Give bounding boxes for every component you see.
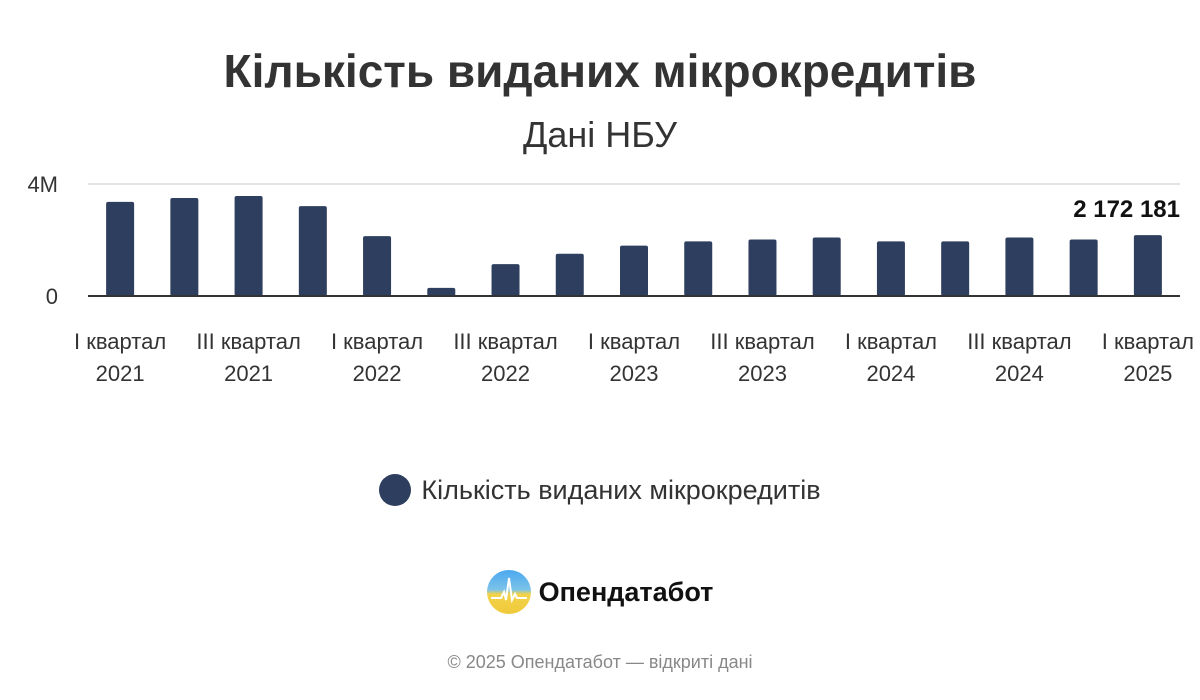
y-tick-label: 0: [46, 284, 58, 309]
y-tick-label: 4M: [27, 172, 58, 197]
bar: III квартал 2021: [234, 196, 263, 296]
x-tick-label: I квартал 2022: [330, 329, 424, 386]
bar: II квартал 2022: [427, 287, 456, 296]
bar: IV квартал 2021: [298, 206, 327, 296]
bar: II квартал 2021: [170, 198, 199, 296]
bar: IV квартал 2022: [555, 253, 584, 296]
bar: III квартал 2024: [1005, 237, 1034, 296]
bar: II квартал 2023: [684, 241, 713, 296]
legend[interactable]: Кількість виданих мікрокредитів: [0, 474, 1200, 506]
x-tick-label: III квартал 2022: [453, 329, 558, 386]
bar: I квартал 2022: [363, 236, 392, 296]
brand: Опендатабот: [0, 570, 1200, 614]
bar: III квартал 2023: [748, 239, 777, 296]
x-tick-label: I квартал 2024: [844, 329, 938, 386]
bar-chart: 0 4M I квартал 2021 II квартал 2021 III квар…: [27, 172, 1180, 309]
bar: IV квартал 2023: [812, 237, 841, 296]
legend-label: Кількість виданих мікрокредитів: [421, 474, 821, 505]
x-tick-label: I квартал 2025: [1101, 329, 1194, 386]
bar: I квартал 2025: [1133, 235, 1162, 296]
x-tick-label: III квартал 2021: [196, 329, 301, 386]
chart-subtitle: Дані НБУ: [523, 114, 677, 155]
bar: III квартал 2022: [491, 264, 520, 296]
opendatabot-logo-icon: [486, 570, 531, 614]
x-tick-label: III квартал 2023: [710, 329, 815, 386]
footer-copyright: © 2025 Опендатабот — відкриті дані: [447, 652, 753, 672]
x-tick-label: I квартал 2021: [74, 329, 167, 386]
bar: I квартал 2021: [106, 201, 135, 296]
chart-title: Кількість виданих мікрокредитів: [223, 45, 977, 97]
x-tick-label: I квартал 2023: [587, 329, 681, 386]
data-label: 2 172 181: [1073, 196, 1180, 223]
bar: IV квартал 2024: [1069, 239, 1098, 296]
legend-marker: [379, 474, 412, 506]
bar: I квартал 2023: [620, 245, 648, 296]
bar: I квартал 2024: [876, 241, 905, 296]
brand-name: Опендатабот: [538, 576, 714, 607]
bar: II квартал 2024: [941, 241, 970, 296]
x-tick-label: III квартал 2024: [967, 329, 1072, 386]
